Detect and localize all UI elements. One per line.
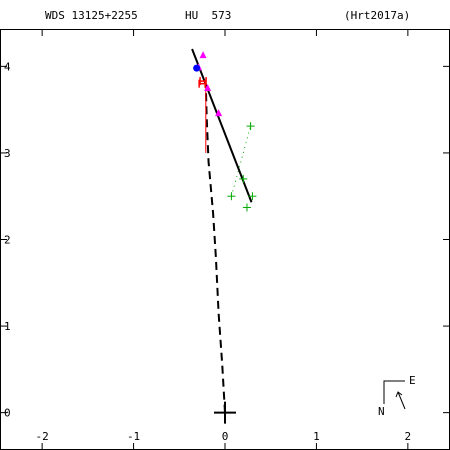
orbit-dashed-line <box>204 85 226 413</box>
dotted-guide-line <box>230 125 252 197</box>
y-tick-label: 3 <box>4 147 11 160</box>
arrow-head-icon <box>395 391 403 398</box>
compass: E N <box>378 374 416 418</box>
x-tick-label: 0 <box>222 430 229 443</box>
header-reference: (Hrt2017a) <box>344 9 411 22</box>
h-marker <box>199 77 207 86</box>
plus-marker <box>239 174 248 183</box>
x-tick-label: -1 <box>127 430 140 443</box>
y-tick-label: 0 <box>4 407 11 420</box>
motion-arrow-icon <box>397 391 406 410</box>
header-object-id: WDS 13125+2255 <box>45 9 138 22</box>
triangle-marker <box>215 109 223 117</box>
x-tick-label: 2 <box>405 430 412 443</box>
y-tick-label: 4 <box>4 60 11 73</box>
compass-axes <box>383 380 405 404</box>
x-tick-label: -2 <box>36 430 49 443</box>
x-tick-label: 1 <box>313 430 320 443</box>
plot-frame <box>0 29 450 450</box>
plus-marker <box>242 203 251 212</box>
fit-line <box>191 48 253 203</box>
y-tick-label: 1 <box>4 320 11 333</box>
axis-tick-labels: -2 -1 0 1 2 0 1 2 3 4 <box>4 60 411 443</box>
data-marks <box>191 48 257 424</box>
triangle-marker <box>199 51 207 59</box>
plus-marker <box>246 122 255 131</box>
dot-marker <box>193 64 201 72</box>
header-discoverer-id: HU 573 <box>185 9 232 22</box>
compass-east-label: E <box>409 374 416 387</box>
y-tick-label: 2 <box>4 234 11 247</box>
axis-ticks <box>1 30 449 449</box>
triangle-marker <box>204 84 212 92</box>
plus-marker <box>248 192 257 201</box>
plus-marker <box>227 192 236 201</box>
compass-north-label: N <box>378 405 385 418</box>
